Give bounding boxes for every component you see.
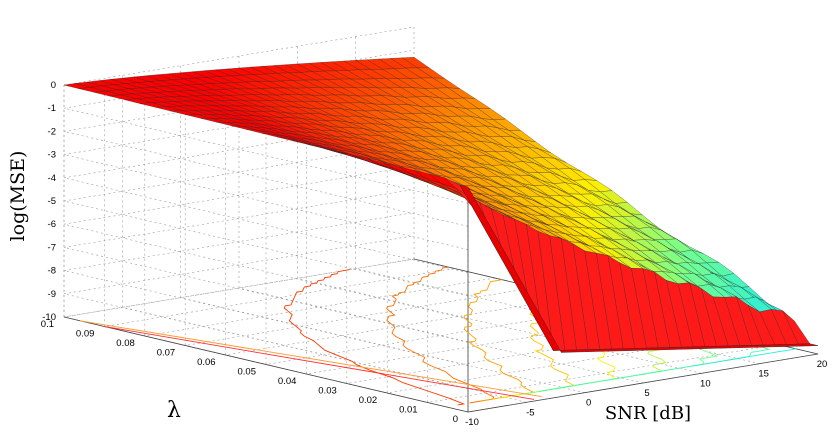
x-axis-label: SNR [dB] <box>605 403 691 424</box>
contour-line <box>463 279 536 402</box>
z-tick-label: -5 <box>48 196 56 207</box>
lambda-tick-label: 0.07 <box>157 348 176 359</box>
lambda-tick-label: 0.01 <box>399 405 418 416</box>
contour-line <box>539 338 771 392</box>
lambda-axis-line <box>63 316 469 413</box>
grid-line-z <box>63 258 469 413</box>
z-tick-label: -8 <box>48 266 56 277</box>
contour-line <box>80 320 542 398</box>
contour-line <box>283 269 466 406</box>
tick-labels: 0 -1 -2 -3 -4 -5 -6 -7 -8 -9 -10 0 0.01 0.02 0.03 0.04 0… <box>41 80 828 428</box>
grid-line-z <box>63 189 469 343</box>
lambda-tick-label: 0.03 <box>318 386 337 397</box>
lambda-tick-label: 0.1 <box>41 319 54 330</box>
lambda-tick-label: 0.09 <box>76 329 95 340</box>
contour-line <box>104 326 535 400</box>
lambda-tick-label: 0.08 <box>116 338 135 349</box>
lambda-tick-label: 0.05 <box>238 367 257 378</box>
grid-line-z <box>63 235 469 390</box>
x-tick-label: 10 <box>700 378 711 389</box>
x-tick-label: 5 <box>644 388 649 399</box>
x-tick-label: 0 <box>586 398 591 409</box>
surface-front-wall <box>459 184 819 353</box>
z-tick-label: -4 <box>48 173 56 184</box>
x-tick-label: -10 <box>465 417 479 428</box>
contour-line <box>691 348 797 367</box>
z-tick-label: 0 <box>51 80 56 91</box>
x-tick-label: -5 <box>526 407 534 418</box>
axis-grid <box>63 26 819 413</box>
surface-mesh <box>63 56 819 353</box>
z-tick-label: -1 <box>48 103 56 114</box>
z-tick-label: -10 <box>42 312 56 323</box>
z-tick-label: -2 <box>48 126 56 137</box>
lambda-tick-label: 0.02 <box>359 395 378 406</box>
lambda-tick-label: 0 <box>453 414 458 425</box>
grid-line-x <box>355 36 760 364</box>
grid-line-z <box>63 165 469 320</box>
lambda-tick-label: 0.04 <box>278 376 297 387</box>
z-tick-label: -3 <box>48 150 56 161</box>
y-axis-label: λ <box>167 398 181 423</box>
z-axis-label: log(MSE) <box>7 151 29 242</box>
lambda-tick-label: 0.06 <box>197 357 216 368</box>
grid-line-x <box>238 56 644 384</box>
z-tick-label: -7 <box>48 242 56 253</box>
x-tick-label: 20 <box>817 359 828 370</box>
grid-line-x <box>296 46 702 374</box>
z-tick-label: -6 <box>48 219 56 230</box>
contour-line <box>386 266 495 404</box>
x-tick-label: 15 <box>758 369 769 380</box>
z-tick-label: -9 <box>48 289 56 300</box>
